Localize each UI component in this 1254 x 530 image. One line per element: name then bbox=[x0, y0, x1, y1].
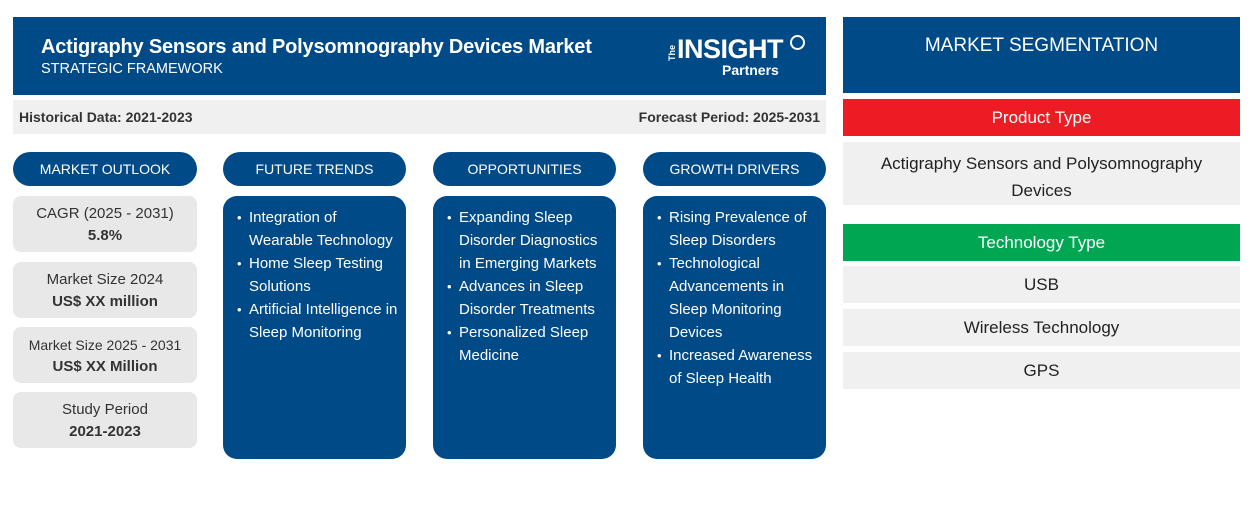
future-trends-list: Integration of Wearable Technology Home … bbox=[237, 206, 402, 344]
segment-item: Wireless Technology bbox=[843, 309, 1240, 346]
segment-technology-type: Technology Type bbox=[843, 224, 1240, 261]
stat-value: 2021-2023 bbox=[69, 423, 141, 440]
growth-drivers-list: Rising Prevalence of Sleep Disorders Tec… bbox=[657, 206, 822, 390]
market-outlook-heading: MARKET OUTLOOK bbox=[13, 152, 197, 186]
list-item: Home Sleep Testing Solutions bbox=[237, 252, 402, 298]
list-item: Increased Awareness of Sleep Health bbox=[657, 344, 822, 390]
insight-partners-logo: The INSIGHT Partners bbox=[665, 33, 805, 83]
opportunities-list: Expanding Sleep Disorder Diagnostics in … bbox=[447, 206, 612, 367]
future-trends-heading: FUTURE TRENDS bbox=[223, 152, 406, 186]
stat-label: Market Size 2025 - 2031 bbox=[28, 337, 182, 353]
logo-the-text: The bbox=[667, 44, 677, 61]
logo-partners-text: Partners bbox=[722, 62, 779, 78]
stat-value: US$ XX million bbox=[52, 293, 158, 310]
list-item: Advances in Sleep Disorder Treatments bbox=[447, 275, 612, 321]
growth-drivers-card: Rising Prevalence of Sleep Disorders Tec… bbox=[643, 196, 826, 459]
stat-study-period: Study Period 2021-2023 bbox=[13, 392, 197, 448]
stat-label: Market Size 2024 bbox=[46, 271, 164, 288]
segment-item: USB bbox=[843, 266, 1240, 303]
stat-label: CAGR (2025 - 2031) bbox=[36, 205, 174, 222]
market-segmentation-heading: MARKET SEGMENTATION bbox=[843, 17, 1240, 93]
header-banner: Actigraphy Sensors and Polysomnography D… bbox=[13, 17, 826, 95]
list-item: Rising Prevalence of Sleep Disorders bbox=[657, 206, 822, 252]
forecast-period: Forecast Period: 2025-2031 bbox=[638, 109, 820, 125]
growth-drivers-heading: GROWTH DRIVERS bbox=[643, 152, 826, 186]
opportunities-card: Expanding Sleep Disorder Diagnostics in … bbox=[433, 196, 616, 459]
stat-cagr: CAGR (2025 - 2031) 5.8% bbox=[13, 196, 197, 252]
historical-data: Historical Data: 2021-2023 bbox=[19, 109, 193, 125]
stat-value: US$ XX Million bbox=[52, 358, 158, 375]
segment-item: Actigraphy Sensors and Polysomnography D… bbox=[843, 142, 1240, 205]
segment-product-type: Product Type bbox=[843, 99, 1240, 136]
stat-label: Study Period bbox=[62, 401, 148, 418]
logo-insight-text: INSIGHT bbox=[677, 34, 784, 64]
list-item: Personalized Sleep Medicine bbox=[447, 321, 612, 367]
logo-ring-icon bbox=[790, 35, 805, 50]
list-item: Technological Advancements in Sleep Moni… bbox=[657, 252, 822, 344]
future-trends-card: Integration of Wearable Technology Home … bbox=[223, 196, 406, 459]
stat-market-size-2024: Market Size 2024 US$ XX million bbox=[13, 262, 197, 318]
period-bar: Historical Data: 2021-2023 Forecast Peri… bbox=[13, 100, 826, 134]
page-subtitle: STRATEGIC FRAMEWORK bbox=[41, 61, 223, 77]
list-item: Expanding Sleep Disorder Diagnostics in … bbox=[447, 206, 612, 275]
stat-value: 5.8% bbox=[87, 227, 123, 244]
stat-market-size-forecast: Market Size 2025 - 2031 US$ XX Million bbox=[13, 327, 197, 383]
opportunities-heading: OPPORTUNITIES bbox=[433, 152, 616, 186]
list-item: Integration of Wearable Technology bbox=[237, 206, 402, 252]
list-item: Artificial Intelligence in Sleep Monitor… bbox=[237, 298, 402, 344]
page-title: Actigraphy Sensors and Polysomnography D… bbox=[41, 36, 592, 58]
segment-item: GPS bbox=[843, 352, 1240, 389]
